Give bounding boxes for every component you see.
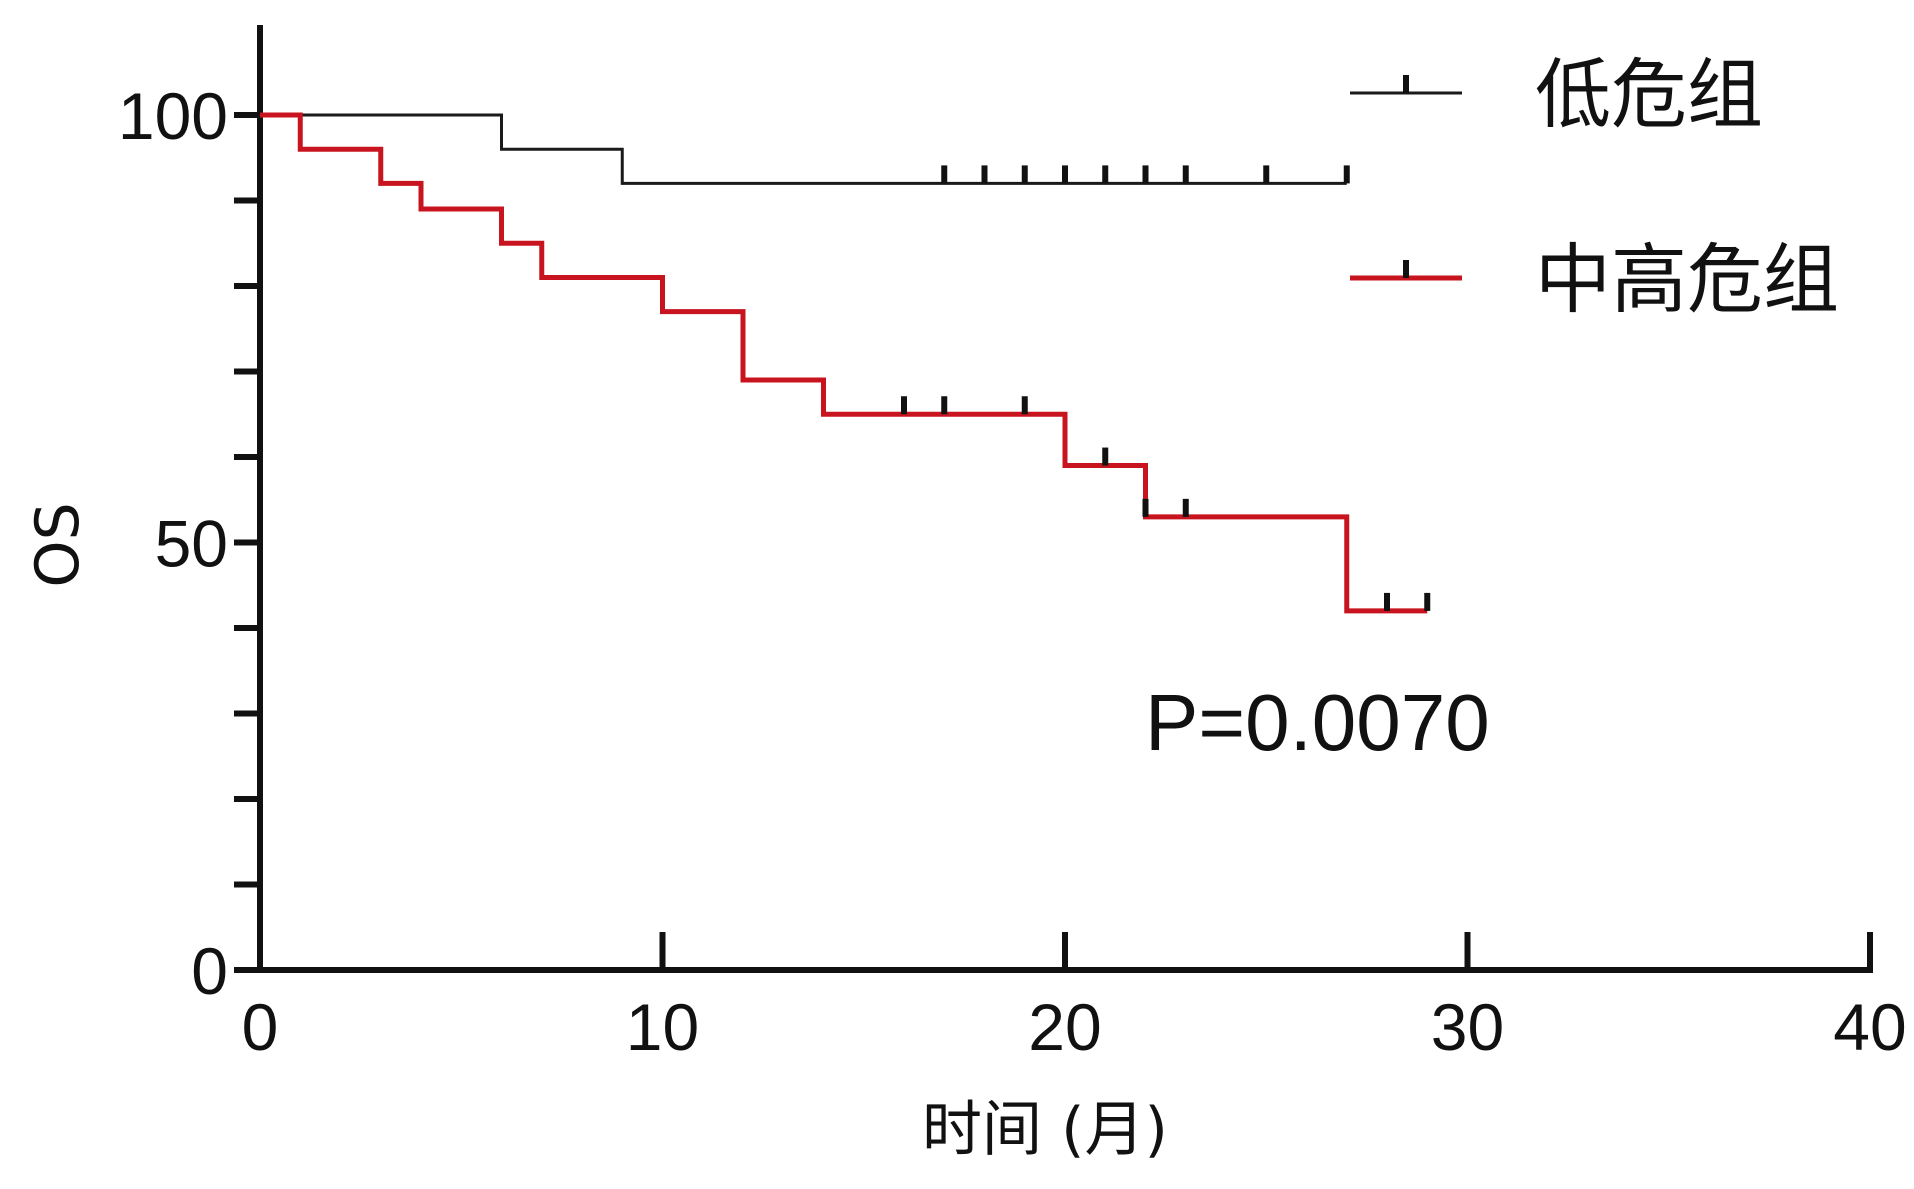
x-axis-title: 时间 (月) [922,1095,1168,1165]
x-tick-label: 30 [1431,990,1504,1064]
axes: 0 50 100 0 10 20 30 40 [118,25,1907,1064]
x-tick-label: 20 [1028,990,1101,1064]
survival-curve [260,112,1428,614]
survival-curve [260,113,1347,185]
series-group [260,112,1431,614]
legend-label: 中高危组 [1535,235,1839,324]
x-tick-label: 40 [1833,990,1906,1064]
x-tick-label: 0 [242,990,279,1064]
y-tick-label: 0 [191,934,228,1008]
y-axis-title: OS [23,502,93,587]
y-tick-label: 100 [118,79,228,153]
series-layer [260,112,1431,614]
series-group [260,113,1350,185]
p-value-annotation: P=0.0070 [1145,678,1490,767]
legend-label: 低危组 [1535,50,1763,139]
y-tick-label: 50 [155,507,228,581]
x-tick-label: 10 [626,990,699,1064]
